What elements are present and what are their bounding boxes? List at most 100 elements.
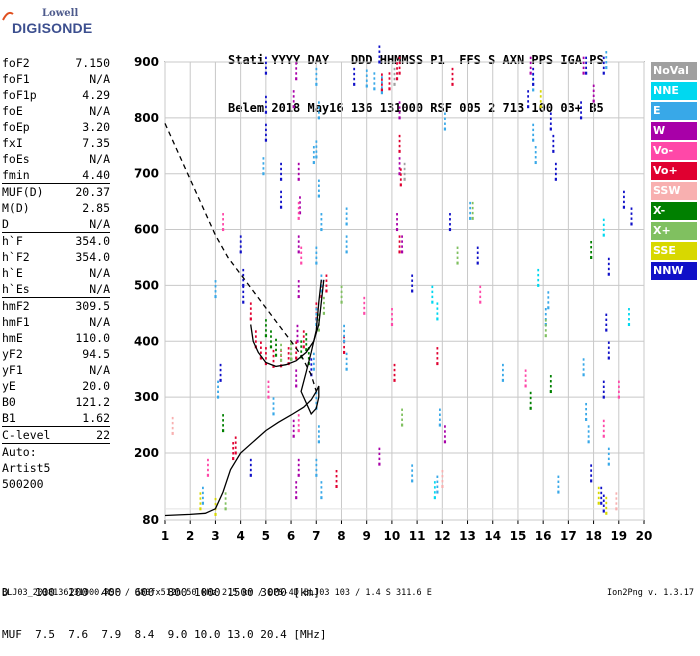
echo-point-sse <box>605 496 608 500</box>
echo-point-e <box>607 457 610 461</box>
echo-point-e <box>317 440 320 444</box>
param-label: foF2 <box>2 56 30 70</box>
trace-curves <box>164 123 325 517</box>
echo-point-w <box>396 223 398 226</box>
echo-point-vo- <box>602 429 605 433</box>
param-label: h`Es <box>2 282 30 296</box>
echo-point-e <box>534 146 537 149</box>
echo-point-w <box>292 429 295 433</box>
echo-point-nnw <box>527 95 530 98</box>
echo-point-x- <box>270 330 272 333</box>
param-row: foEp 3.20 <box>2 119 110 135</box>
echo-point-w <box>398 101 401 104</box>
param-value: 2.85 <box>82 201 110 215</box>
echo-point-e <box>557 480 560 483</box>
echo-point-nnw <box>242 278 245 282</box>
echo-point-vo- <box>479 295 482 299</box>
echo-point-vo- <box>381 73 383 76</box>
curve-virtual-height-trace <box>164 279 322 517</box>
echo-point-e <box>262 167 265 170</box>
echo-point-ssw <box>441 479 444 483</box>
echo-point-vo- <box>297 201 300 205</box>
echo-point-e <box>315 72 318 76</box>
echo-point-vo- <box>265 352 267 355</box>
echo-point-w <box>444 430 446 433</box>
echo-point-e <box>380 91 384 95</box>
echo-point-x- <box>222 414 224 417</box>
x-tick-label: 17 <box>560 529 577 543</box>
echo-point-e <box>587 425 590 428</box>
echo-point-nnw <box>249 468 252 472</box>
echo-point-vo- <box>265 347 267 350</box>
echo-point-x- <box>270 335 272 338</box>
echo-point-vo- <box>254 335 257 338</box>
param-value: 7.150 <box>75 56 110 70</box>
param-label: C-level <box>2 428 51 442</box>
echo-point-e <box>315 313 318 316</box>
echo-point-w <box>297 162 300 166</box>
echo-point-e <box>587 430 590 433</box>
param-value: N/A <box>89 266 110 280</box>
echo-point-e <box>345 250 348 254</box>
curve-profile <box>164 123 317 392</box>
echo-point-vo- <box>393 368 396 372</box>
echo-point-nnw <box>532 77 535 81</box>
param-row: h`F2 354.0 <box>2 249 110 265</box>
echo-point-x- <box>224 502 227 505</box>
echo-point-sse <box>199 497 202 500</box>
legend-item: SSE <box>651 242 697 260</box>
echo-point-e <box>315 391 318 395</box>
echo-point-ssw <box>171 416 174 420</box>
echo-point-vo- <box>259 356 262 360</box>
echo-point-nnw <box>378 55 381 58</box>
curve-fitted-trace <box>250 279 325 368</box>
echo-point-w <box>398 106 401 109</box>
echo-point-vo- <box>436 362 439 366</box>
echo-point-e <box>411 474 414 477</box>
param-label: foEs <box>2 152 30 166</box>
echo-point-w <box>295 384 298 388</box>
echo-point-e <box>315 67 318 71</box>
echo-point-w <box>529 56 532 60</box>
echo-point-e <box>469 211 472 215</box>
echo-point-sse <box>214 502 217 506</box>
echo-point-x- <box>290 352 293 356</box>
echo-point-vo- <box>315 302 318 305</box>
echo-point-e <box>320 486 323 489</box>
x-tick-label: 5 <box>262 529 270 543</box>
echo-point-ssw <box>171 431 174 435</box>
echo-point-x- <box>305 338 308 341</box>
echo-point-vo- <box>260 341 262 344</box>
echo-point-w <box>401 245 403 248</box>
echo-point-e <box>544 308 547 311</box>
echo-point-w <box>398 116 401 120</box>
echo-point-vo- <box>287 347 290 350</box>
echo-point-w <box>297 245 300 248</box>
echo-point-x- <box>269 345 273 349</box>
echo-point-x- <box>323 306 325 310</box>
echo-point-x- <box>290 342 293 346</box>
echo-point-vo- <box>260 346 262 349</box>
echo-point-e <box>315 473 318 477</box>
param-row: foE N/A <box>2 103 110 119</box>
echo-point-vo- <box>396 62 398 65</box>
echo-point-nnw <box>623 200 625 204</box>
echo-point-w <box>297 285 300 288</box>
echo-point-ssw <box>171 421 174 425</box>
echo-point-w <box>401 235 403 238</box>
echo-point-w <box>297 172 300 176</box>
echo-point-nnw <box>605 323 608 326</box>
echo-point-vo- <box>222 213 224 216</box>
echo-point-nne <box>602 223 605 227</box>
echo-point-x- <box>280 343 282 347</box>
echo-point-e <box>547 296 550 299</box>
echo-point-e <box>214 285 217 288</box>
echo-point-w <box>296 339 299 343</box>
echo-point-w <box>529 61 532 65</box>
echo-point-e <box>315 396 318 400</box>
echo-point-nnw <box>264 138 268 142</box>
param-label: yE <box>2 379 16 393</box>
echo-point-vo- <box>222 223 224 226</box>
echo-point-ssw <box>441 474 444 478</box>
x-tick-label: 3 <box>211 529 219 543</box>
